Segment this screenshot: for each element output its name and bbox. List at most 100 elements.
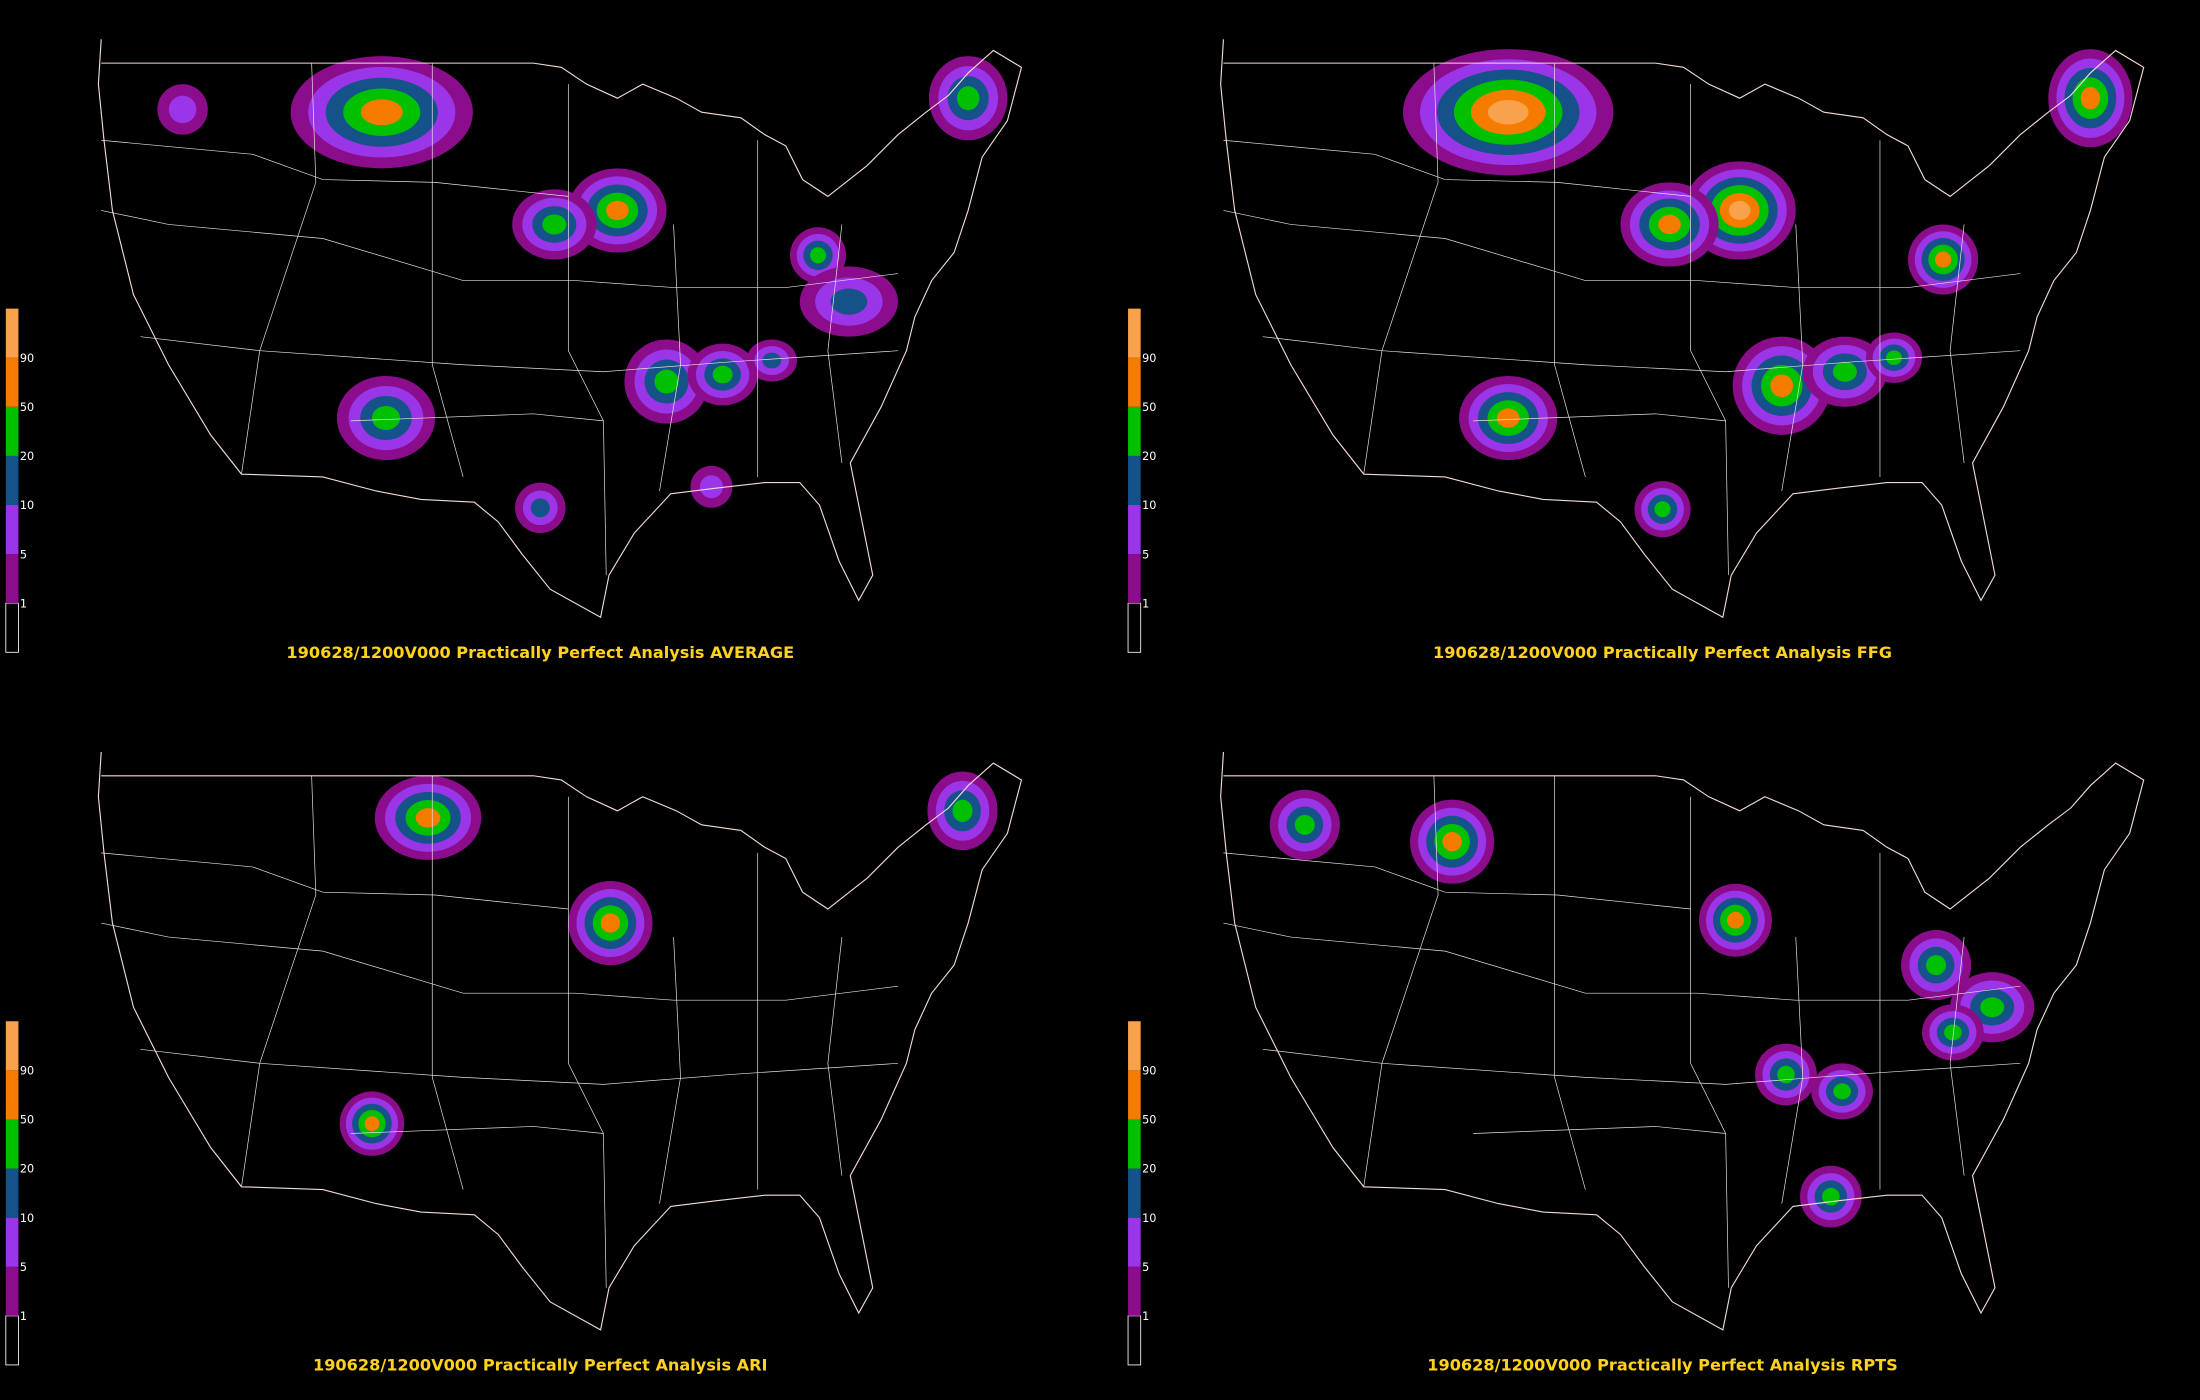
legend-swatch — [1128, 357, 1141, 407]
state-border — [168, 936, 899, 1001]
state-border — [1223, 852, 1691, 910]
legend-label: 20 — [20, 450, 34, 463]
legend-swatch — [5, 308, 19, 358]
probability-contour — [1980, 997, 2005, 1018]
legend-label: 50 — [20, 401, 34, 414]
panel-title: 190628/1200V000 Practically Perfect Anal… — [1433, 643, 1892, 662]
legend-swatch — [5, 406, 19, 456]
panel-title: 190628/1200V000 Practically Perfect Anal… — [1427, 1356, 1898, 1375]
state-border — [1363, 775, 1439, 1187]
map-panel: 190628/1200V000 Practically Perfect Anal… — [5, 751, 1023, 1375]
probability-contour — [1654, 501, 1671, 518]
state-border — [350, 413, 604, 422]
legend-swatch — [5, 505, 19, 555]
legend-swatch — [5, 1217, 19, 1267]
probability-contour — [371, 406, 400, 431]
probability-contour — [1944, 1024, 1962, 1041]
legend-swatch — [1128, 308, 1141, 358]
map-panel: 190628/1200V000 Practically Perfect Anal… — [5, 39, 1023, 662]
legend-label: 1 — [1142, 1310, 1149, 1323]
state-border — [659, 224, 681, 492]
legend-label: 5 — [1142, 1261, 1149, 1274]
legend-swatch — [5, 554, 19, 604]
state-border — [1223, 139, 1691, 197]
probability-contour — [415, 808, 441, 828]
state-border — [1223, 922, 1291, 938]
state-border — [827, 224, 843, 463]
state-border — [1290, 936, 2021, 1001]
state-border — [1690, 796, 1729, 1288]
probability-contour — [1294, 814, 1315, 835]
state-border — [1554, 63, 1586, 478]
legend-label: 10 — [20, 499, 34, 512]
map-panel: 190628/1200V000 Practically Perfect Anal… — [1127, 39, 2145, 662]
legend-swatch — [1127, 602, 1142, 653]
probability-contour — [1770, 374, 1794, 398]
legend-swatch — [1128, 1168, 1141, 1218]
state-border — [431, 63, 464, 478]
coastline — [97, 39, 1023, 619]
legend-label: 20 — [1142, 450, 1156, 463]
legend-swatch — [5, 1266, 19, 1316]
legend-swatch — [5, 1070, 19, 1120]
legend-label: 90 — [1142, 1065, 1156, 1078]
legend-swatch — [1128, 1070, 1141, 1120]
panel-title: 190628/1200V000 Practically Perfect Anal… — [313, 1356, 768, 1375]
legend-label: 90 — [1142, 352, 1156, 365]
panel-title: 190628/1200V000 Practically Perfect Anal… — [286, 643, 794, 662]
state-border — [1363, 63, 1439, 475]
legend-swatch — [5, 602, 19, 653]
probability-contour — [1728, 200, 1751, 220]
probability-contour — [1934, 251, 1952, 268]
state-border — [101, 852, 569, 910]
legend-swatch — [5, 455, 19, 506]
legend-label: 50 — [20, 1114, 34, 1127]
state-border — [431, 775, 464, 1190]
legend-swatch — [1128, 505, 1141, 555]
legend-swatch — [5, 357, 19, 407]
state-border — [1223, 210, 1291, 225]
probability-contour — [1926, 955, 1947, 976]
map-panel: 190628/1200V000 Practically Perfect Anal… — [1127, 751, 2145, 1375]
probability-contour — [364, 1116, 380, 1132]
legend-swatch — [5, 1021, 19, 1071]
coastline — [1220, 751, 2145, 1331]
probability-contour — [952, 799, 973, 823]
state-border — [241, 63, 317, 475]
coastline — [97, 751, 1023, 1331]
state-border — [1781, 224, 1804, 492]
probability-contour — [1832, 361, 1857, 382]
legend-label: 50 — [1142, 1114, 1156, 1127]
legend-label: 5 — [20, 548, 27, 561]
state-border — [241, 775, 317, 1187]
legend-label: 1 — [20, 597, 27, 610]
legend-label: 10 — [20, 1212, 34, 1225]
state-border — [101, 922, 169, 938]
legend-swatch — [5, 1168, 19, 1218]
state-border — [659, 937, 681, 1204]
legend-label: 20 — [20, 1163, 34, 1176]
state-border — [567, 84, 607, 576]
probability-contour — [1487, 100, 1529, 125]
probability-contour — [1833, 1083, 1851, 1100]
state-border — [827, 937, 843, 1176]
coastline — [1220, 39, 2145, 619]
legend-swatch — [1127, 1315, 1142, 1366]
probability-contour — [699, 475, 723, 499]
state-border — [1781, 937, 1804, 1204]
state-border — [101, 210, 169, 225]
legend-label: 10 — [1142, 499, 1156, 512]
legend-swatch — [1128, 1266, 1141, 1316]
probability-contour — [810, 247, 827, 264]
legend-swatch — [5, 1315, 19, 1366]
state-border — [1554, 775, 1586, 1190]
probability-contour — [1727, 911, 1744, 929]
state-border — [1949, 937, 1965, 1176]
state-border — [1690, 84, 1729, 576]
probability-contour — [830, 288, 868, 315]
probability-contour — [1442, 831, 1462, 852]
state-border — [1949, 224, 1965, 463]
state-border — [1473, 1126, 1726, 1134]
